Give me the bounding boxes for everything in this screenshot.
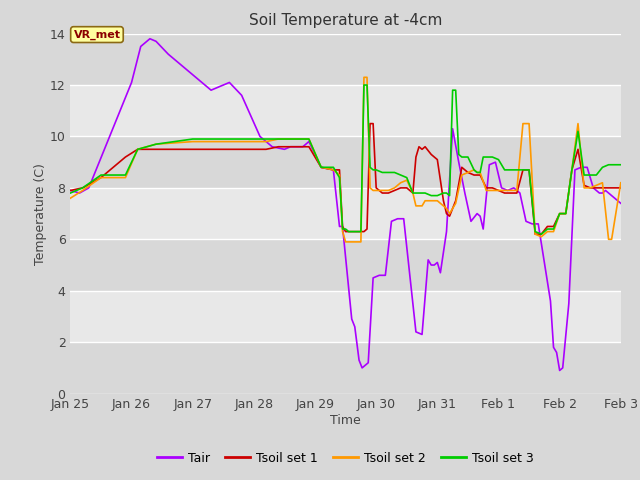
Bar bbox=[70, 85, 621, 136]
Tsoil set 1 bbox=[443, 211, 451, 216]
Line: Tsoil set 3: Tsoil set 3 bbox=[70, 85, 621, 234]
Tsoil set 1 bbox=[366, 120, 374, 126]
Tsoil set 1 bbox=[464, 169, 472, 175]
Tair bbox=[433, 260, 441, 265]
Tsoil set 2 bbox=[428, 198, 435, 204]
Tsoil set 1 bbox=[531, 231, 539, 237]
Tsoil set 2 bbox=[342, 239, 349, 245]
Tair bbox=[583, 165, 591, 170]
Line: Tsoil set 1: Tsoil set 1 bbox=[70, 123, 621, 234]
Tsoil set 2 bbox=[335, 172, 343, 178]
Tsoil set 2 bbox=[369, 188, 377, 193]
Tsoil set 2 bbox=[617, 180, 625, 186]
Bar bbox=[70, 240, 621, 291]
Tsoil set 3 bbox=[507, 167, 515, 173]
X-axis label: Time: Time bbox=[330, 414, 361, 427]
Tsoil set 1 bbox=[617, 185, 625, 191]
Text: VR_met: VR_met bbox=[74, 29, 120, 40]
Tsoil set 3 bbox=[543, 226, 551, 232]
Tair bbox=[146, 36, 154, 42]
Tsoil set 3 bbox=[525, 167, 533, 173]
Tsoil set 2 bbox=[360, 74, 368, 80]
Y-axis label: Temperature (C): Temperature (C) bbox=[34, 163, 47, 264]
Tsoil set 2 bbox=[556, 211, 563, 216]
Line: Tair: Tair bbox=[70, 39, 621, 371]
Legend: Tair, Tsoil set 1, Tsoil set 2, Tsoil set 3: Tair, Tsoil set 1, Tsoil set 2, Tsoil se… bbox=[152, 447, 540, 469]
Tsoil set 3 bbox=[538, 231, 545, 237]
Bar bbox=[70, 291, 621, 342]
Tair bbox=[436, 270, 444, 276]
Tair bbox=[617, 201, 625, 206]
Tsoil set 3 bbox=[360, 82, 368, 88]
Tsoil set 3 bbox=[574, 129, 582, 134]
Tsoil set 2 bbox=[568, 167, 576, 173]
Tair bbox=[299, 144, 307, 150]
Bar bbox=[70, 342, 621, 394]
Tsoil set 3 bbox=[617, 162, 625, 168]
Tair bbox=[287, 144, 294, 150]
Tsoil set 3 bbox=[189, 136, 196, 142]
Bar bbox=[70, 188, 621, 240]
Tsoil set 2 bbox=[67, 195, 74, 201]
Title: Soil Temperature at -4cm: Soil Temperature at -4cm bbox=[249, 13, 442, 28]
Tsoil set 1 bbox=[476, 172, 484, 178]
Tsoil set 3 bbox=[519, 167, 527, 173]
Tsoil set 1 bbox=[67, 188, 74, 193]
Tsoil set 1 bbox=[363, 226, 371, 232]
Tsoil set 1 bbox=[275, 144, 282, 150]
Tsoil set 1 bbox=[586, 185, 594, 191]
Tsoil set 3 bbox=[67, 190, 74, 196]
Tair bbox=[556, 368, 563, 373]
Bar bbox=[70, 136, 621, 188]
Bar bbox=[70, 34, 621, 85]
Tair bbox=[67, 188, 74, 193]
Tsoil set 2 bbox=[586, 185, 594, 191]
Line: Tsoil set 2: Tsoil set 2 bbox=[70, 77, 621, 242]
Tair bbox=[355, 357, 363, 363]
